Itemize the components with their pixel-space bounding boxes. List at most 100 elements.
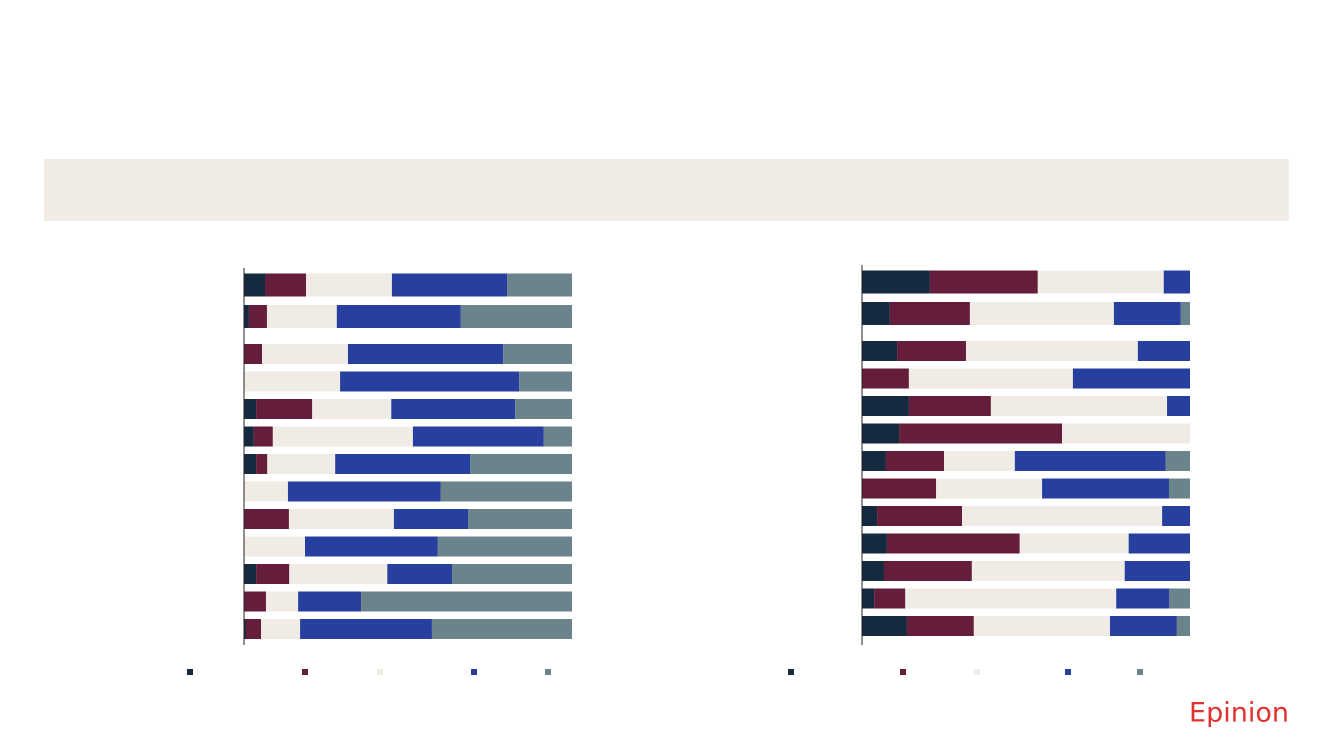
bar-segment — [347, 344, 504, 364]
legend-marker — [900, 669, 906, 675]
bar-segment — [885, 451, 944, 471]
legend-marker — [974, 669, 980, 675]
bar-segment — [440, 481, 572, 502]
bar-segment — [244, 481, 288, 502]
bar-segment — [1163, 270, 1190, 294]
bar-segment — [1014, 451, 1166, 471]
bar-segment — [962, 506, 1163, 526]
bar-segment — [244, 509, 289, 529]
bar-segment — [908, 396, 991, 416]
bar-segment — [305, 536, 438, 557]
bar-segment — [288, 509, 394, 529]
bar-segment — [1062, 423, 1190, 444]
bar-segment — [256, 399, 313, 419]
bar-segment — [862, 506, 878, 526]
bar-segment — [393, 509, 469, 529]
bar-segment — [244, 371, 341, 392]
bar-segment — [262, 344, 348, 364]
bar-segment — [361, 591, 572, 612]
bar-segment — [874, 588, 906, 609]
bar-segment — [973, 616, 1110, 636]
bar-segment — [287, 481, 441, 502]
bar-segment — [244, 619, 246, 639]
bar-segment — [244, 536, 306, 557]
bar-segment — [470, 454, 572, 474]
bar-segment — [1165, 451, 1190, 471]
bar-segment — [862, 451, 886, 471]
bar-segment — [265, 591, 299, 612]
bar-segment — [1019, 533, 1129, 554]
bar-segment — [1128, 533, 1190, 554]
bar-segment — [1124, 561, 1190, 581]
bar-segment — [248, 305, 267, 328]
brand-logo: Epinion — [1189, 698, 1289, 729]
bar-segment — [1169, 478, 1190, 499]
bar-segment — [1162, 506, 1190, 526]
bar-segment — [862, 616, 907, 636]
bar-segment — [460, 305, 572, 328]
bar-segment — [272, 426, 413, 447]
legend-marker — [471, 669, 477, 675]
bar-segment — [266, 305, 337, 328]
bar-segment — [256, 564, 290, 584]
bar-segment — [452, 564, 572, 584]
bar-segment — [862, 368, 909, 389]
bar-segment — [244, 344, 263, 364]
bar-segment — [1109, 616, 1177, 636]
bar-segment — [862, 341, 898, 361]
legend-marker — [302, 669, 308, 675]
bar-segment — [905, 588, 1117, 609]
bar-segment — [862, 533, 887, 554]
bar-segment — [336, 305, 461, 328]
bar-segment — [244, 273, 265, 297]
bar-segment — [519, 371, 572, 392]
bar-segment — [391, 399, 516, 419]
bar-segment — [1176, 616, 1190, 636]
bar-segment — [298, 591, 362, 612]
bar-segment — [267, 454, 336, 474]
bar-segment — [929, 270, 1038, 294]
bar-segment — [889, 302, 970, 325]
bar-segment — [965, 341, 1138, 361]
bar-segment — [862, 588, 875, 609]
bar-segment — [300, 619, 432, 639]
bar-segment — [515, 399, 572, 419]
bar-segment — [340, 371, 520, 392]
bar-segment — [899, 423, 1063, 444]
bar-segment — [883, 561, 972, 581]
bar-segment — [862, 302, 890, 325]
bar-segment — [244, 305, 249, 328]
legend-marker — [1065, 669, 1071, 675]
bar-segment — [305, 273, 392, 297]
bar-segment — [289, 564, 388, 584]
bar-segment — [1180, 302, 1190, 325]
bar-segment — [244, 399, 257, 419]
bar-segment — [862, 396, 909, 416]
bar-segment — [256, 454, 268, 474]
legend-marker — [187, 669, 193, 675]
bar-segment — [944, 451, 1015, 471]
bar-segment — [908, 368, 1073, 389]
bar-segment — [391, 273, 508, 297]
bar-segment — [862, 561, 884, 581]
bar-segment — [862, 478, 937, 499]
bar-segment — [312, 399, 392, 419]
bar-segment — [412, 426, 544, 447]
bar-segment — [862, 423, 900, 444]
bar-segment — [245, 619, 262, 639]
bar-segment — [264, 273, 306, 297]
bar-segment — [1072, 368, 1190, 389]
bar-segment — [244, 426, 254, 447]
bar-segment — [244, 564, 257, 584]
bar-segment — [543, 426, 572, 447]
bar-segment — [437, 536, 572, 557]
bar-segment — [1037, 270, 1164, 294]
bar-segment — [897, 341, 966, 361]
bar-segment — [503, 344, 572, 364]
bar-segment — [244, 454, 257, 474]
bar-segment — [507, 273, 572, 297]
bar-segment — [862, 270, 930, 294]
bar-segment — [936, 478, 1043, 499]
legend-marker — [1137, 669, 1143, 675]
